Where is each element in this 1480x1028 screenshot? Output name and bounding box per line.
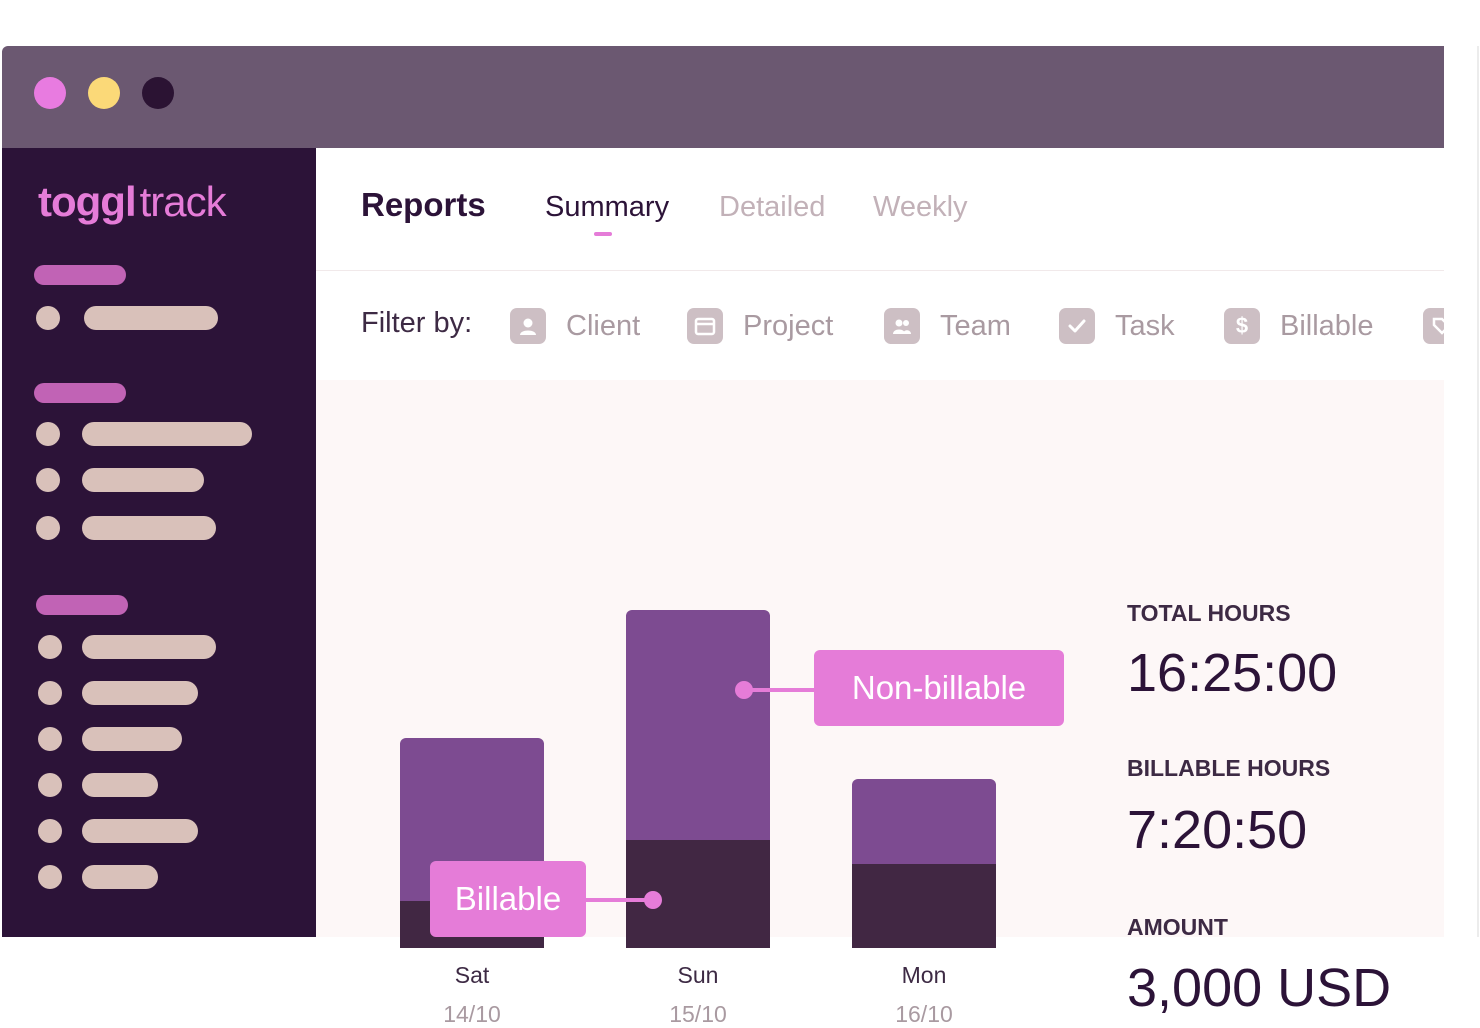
dollar-icon: $: [1224, 308, 1260, 344]
non-billable-callout: Non-billable: [814, 650, 1064, 726]
x-axis-day-label: Sun: [677, 962, 719, 988]
sidebar-item-icon[interactable]: [38, 681, 62, 705]
tab-detailed[interactable]: Detailed: [719, 191, 826, 223]
sidebar-item-icon[interactable]: [36, 468, 60, 492]
sidebar-section-header: [36, 595, 128, 615]
filter-billable-label: Billable: [1280, 309, 1374, 342]
total-hours-value: 16:25:00: [1127, 643, 1338, 703]
active-tab-indicator: [594, 232, 612, 236]
x-axis-date-label: 15/10: [669, 1001, 727, 1027]
x-axis-date-label: 16/10: [895, 1001, 953, 1027]
maximize-window-button[interactable]: [142, 77, 174, 109]
sidebar-item-icon[interactable]: [36, 306, 60, 330]
x-axis-date-label: 14/10: [443, 1001, 501, 1027]
close-window-button[interactable]: [34, 77, 66, 109]
filter-task-label: Task: [1115, 309, 1175, 342]
sidebar-item[interactable]: [82, 773, 158, 797]
amount-value: 3,000 USD: [1127, 958, 1392, 1018]
non-billable-leader-line: [744, 688, 816, 692]
main-content: Reports Summary Detailed Weekly Filter b…: [316, 148, 1444, 1027]
minimize-window-button[interactable]: [88, 77, 120, 109]
sidebar-item-icon[interactable]: [36, 422, 60, 446]
filter-team-label: Team: [940, 309, 1011, 342]
sidebar-item[interactable]: [84, 306, 218, 330]
team-icon: [884, 308, 920, 344]
sidebar-item[interactable]: [82, 865, 158, 889]
sidebar: toggltrack: [2, 148, 316, 937]
sidebar-item-icon[interactable]: [38, 865, 62, 889]
sidebar-item[interactable]: [82, 819, 198, 843]
amount-label: AMOUNT: [1127, 914, 1228, 940]
sidebar-item[interactable]: [82, 681, 198, 705]
toggl-track-logo[interactable]: toggltrack: [38, 178, 227, 226]
sidebar-item[interactable]: [82, 727, 182, 751]
filter-client-button[interactable]: Client: [510, 306, 640, 346]
sidebar-item-icon[interactable]: [38, 635, 62, 659]
page-title: Reports: [361, 186, 486, 223]
summary-chart-area: Sat 14/10 Sun 15/10 Mon 16/10 Non-billable Bi…: [316, 380, 1444, 1027]
filter-client-label: Client: [566, 309, 641, 342]
billable-callout: Billable: [430, 861, 586, 937]
sidebar-item[interactable]: [82, 635, 216, 659]
x-axis-day-label: Mon: [901, 962, 947, 988]
sidebar-item-icon[interactable]: [38, 819, 62, 843]
sidebar-item[interactable]: [82, 516, 216, 540]
tab-summary[interactable]: Summary: [545, 191, 670, 223]
sidebar-item-icon[interactable]: [38, 727, 62, 751]
x-axis-day-label: Sat: [454, 962, 490, 988]
billable-leader-line: [582, 898, 654, 902]
non-billable-segment: [852, 779, 996, 864]
total-hours-label: TOTAL HOURS: [1127, 600, 1291, 626]
folder-icon: [687, 308, 723, 344]
tab-weekly[interactable]: Weekly: [873, 191, 968, 223]
logo-light-text: track: [139, 178, 227, 225]
reports-header: Reports Summary Detailed Weekly: [316, 148, 1444, 271]
sidebar-item-icon[interactable]: [36, 516, 60, 540]
filter-bar: Filter by: Client Project Team: [316, 270, 1444, 381]
title-bar: [2, 46, 1444, 148]
app-window: toggltrack Reports Summary Detailed: [2, 46, 1444, 1027]
bar-mon[interactable]: [852, 779, 996, 948]
tag-icon: [1423, 308, 1444, 344]
sidebar-section-header: [34, 265, 126, 285]
window-edge-divider: [1477, 46, 1479, 937]
billable-hours-value: 7:20:50: [1127, 800, 1308, 860]
non-billable-segment: [626, 610, 770, 840]
non-billable-leader-dot: [735, 681, 753, 699]
filter-project-button[interactable]: Project: [687, 306, 833, 346]
filter-task-button[interactable]: Task: [1059, 306, 1175, 346]
sidebar-item[interactable]: [82, 468, 204, 492]
filter-project-label: Project: [743, 309, 834, 342]
filter-by-label: Filter by:: [361, 307, 473, 339]
sidebar-section-header: [34, 383, 126, 403]
person-icon: [510, 308, 546, 344]
billable-hours-label: BILLABLE HOURS: [1127, 755, 1331, 781]
billable-segment: [852, 863, 996, 948]
filter-team-button[interactable]: Team: [884, 306, 1011, 346]
sidebar-item[interactable]: [82, 422, 252, 446]
checkbox-icon: [1059, 308, 1095, 344]
logo-bold-text: toggl: [38, 178, 137, 225]
filter-billable-button[interactable]: $ Billable: [1224, 306, 1374, 346]
sidebar-item-icon[interactable]: [38, 773, 62, 797]
billable-leader-dot: [644, 891, 662, 909]
filter-more-button[interactable]: [1423, 306, 1444, 346]
